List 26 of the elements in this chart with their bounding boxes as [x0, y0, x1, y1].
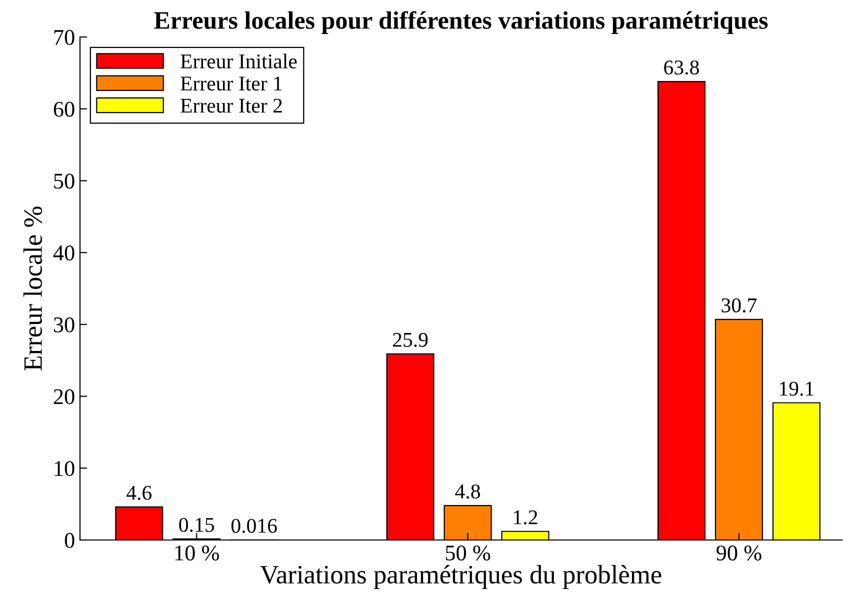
x-tick-label: 50 % [446, 546, 490, 561]
y-tick-label: 50 [54, 174, 74, 189]
chart-title: Erreurs locales pour différentes variations paramétriques [154, 11, 768, 34]
y-tick-label: 60 [54, 102, 74, 117]
legend-label: Erreur Iter 1 [180, 76, 282, 91]
y-tick-label: 10 [54, 461, 74, 476]
x-tick-label: 90 % [716, 546, 762, 561]
data-label: 30.7 [722, 298, 757, 312]
data-label: 1.2 [514, 510, 538, 524]
data-label: 63.8 [664, 60, 699, 75]
y-tick-label: 20 [54, 389, 74, 404]
x-axis-title: Variations paramétriques du problème [260, 565, 662, 589]
y-tick-label: 70 [54, 30, 74, 45]
y-tick-label: 0 [64, 532, 74, 548]
data-label: 4.6 [126, 486, 152, 500]
y-tick-label: 30 [54, 317, 74, 332]
legend-label: Erreur Iter 2 [180, 98, 282, 113]
x-tick-label: 10 % [175, 546, 219, 561]
data-label: 4.8 [455, 484, 480, 499]
data-label: 19.1 [780, 382, 814, 396]
data-label: 0.15 [179, 518, 214, 532]
data-label: 0.016 [231, 518, 277, 533]
y-axis-title: Erreur locale % [23, 206, 42, 371]
data-label: 25.9 [392, 332, 428, 347]
legend-label: Erreur Initiale [180, 54, 297, 68]
y-tick-label: 40 [53, 246, 74, 260]
